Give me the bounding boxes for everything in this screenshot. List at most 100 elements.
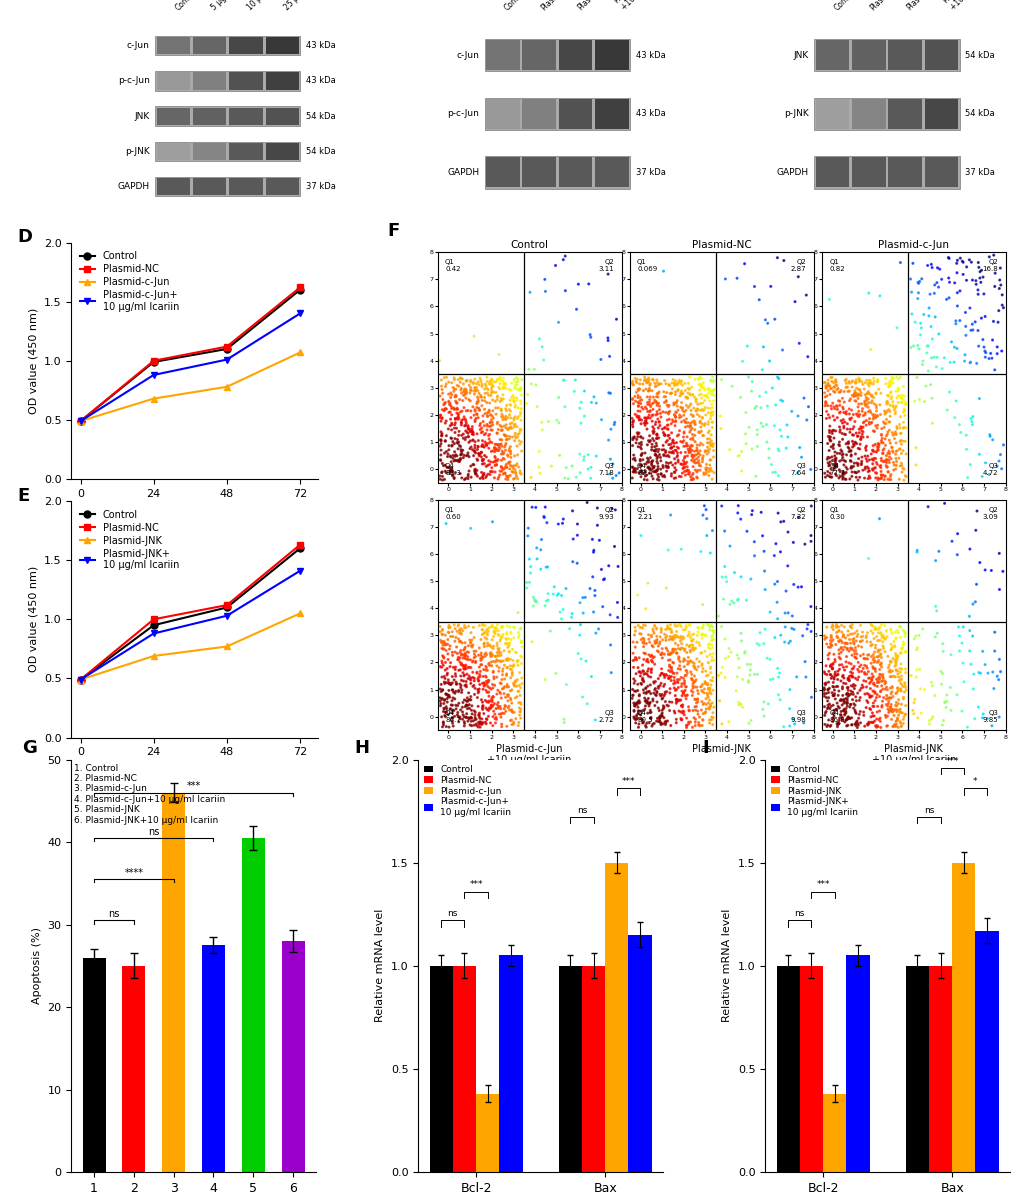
Point [633,439,649,458]
Point [676,641,692,660]
Point [793,447,809,466]
Point [437,414,453,433]
Point [678,396,694,415]
Point [506,407,523,426]
Point [798,620,814,639]
Point [729,504,745,523]
Point [527,592,543,611]
Point [969,321,985,340]
Point [683,445,699,464]
Point [947,391,963,410]
Point [686,432,702,451]
Point [636,414,652,433]
Point [907,456,923,475]
Point [856,395,872,414]
Point [832,630,848,649]
Point [859,462,875,481]
Point [686,441,702,460]
Point [820,423,837,443]
Point [461,658,477,677]
Point [472,648,488,667]
Point [857,441,873,460]
Point [642,701,658,720]
Point [442,459,459,478]
Point [843,659,859,678]
Point [476,438,492,457]
Point [487,398,503,417]
Point [870,670,887,689]
Point [641,380,657,399]
Point [639,574,655,593]
Point [843,378,859,397]
Point [639,649,655,669]
Point [507,643,524,663]
Point [512,379,528,398]
Point [474,431,490,450]
Point [467,402,483,421]
Point [687,690,703,709]
Point [703,434,719,453]
Point [511,713,527,732]
Point [630,380,646,399]
Point [781,681,797,700]
Point [693,629,709,648]
Point [644,637,660,657]
Point [625,633,641,652]
Point [497,399,514,419]
Point [819,453,836,472]
Point [740,673,756,692]
Point [849,670,865,689]
Point [874,688,891,707]
Point [474,468,490,487]
Point [643,440,659,459]
Point [892,670,908,689]
Point [705,380,721,399]
Point [675,621,691,640]
Point [691,441,707,460]
Point [470,437,486,456]
Point [824,435,841,454]
Point [479,660,495,679]
Point [887,696,903,715]
Point [447,386,464,405]
Point [858,665,874,684]
Point [845,657,861,676]
Point [859,469,875,488]
Point [796,535,812,554]
Point [484,688,500,707]
Point [602,635,619,654]
Point [971,268,987,287]
Point [849,624,865,643]
Point [624,687,640,706]
Point [690,370,706,389]
Point [882,652,899,671]
Point [969,336,985,355]
Point [458,618,474,637]
Point [661,402,678,421]
Point [650,401,666,420]
Point [849,454,865,474]
Point [740,367,756,386]
Point [844,371,860,390]
Point [829,685,846,704]
Point [445,683,462,702]
Point [872,626,889,645]
Point [446,664,463,683]
Point [554,600,571,620]
Point [958,257,974,276]
Point [511,626,527,645]
Point [644,370,660,389]
Point [896,673,912,692]
Point [868,716,884,736]
Point [856,655,872,675]
Point [819,672,836,691]
Point [840,709,856,728]
Point [844,683,860,702]
Point [645,441,661,460]
Point [496,374,513,393]
Point [442,459,459,478]
Point [436,399,452,419]
Text: ***: *** [469,880,482,890]
Point [700,635,716,654]
Point [689,689,705,708]
